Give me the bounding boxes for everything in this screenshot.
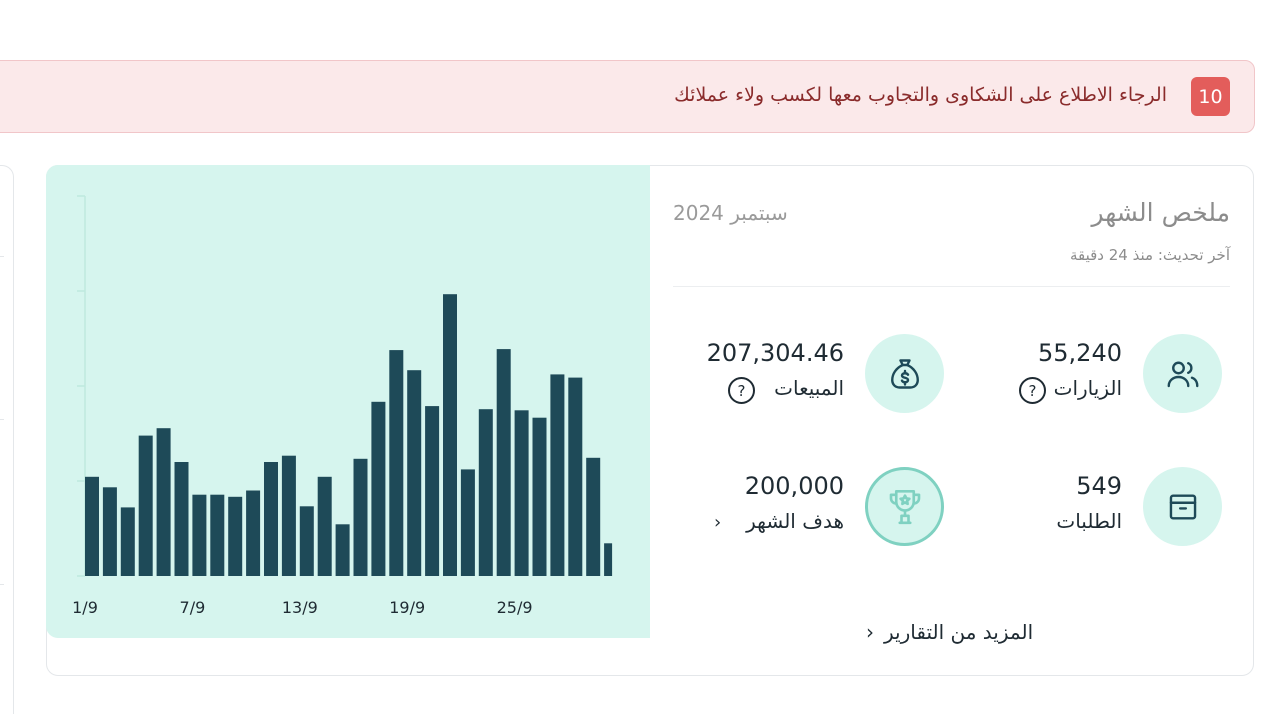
chart-bar-3-9[interactable] <box>120 507 135 576</box>
complaints-alert[interactable] <box>0 60 1255 133</box>
x-tick-label: 7/9 <box>180 598 206 617</box>
chart-bar-11-9[interactable] <box>264 462 278 576</box>
visits-value: 55,240 <box>1038 339 1122 367</box>
x-tick-label: 19/9 <box>389 598 425 617</box>
chart-bar-26-9[interactable] <box>532 417 547 576</box>
chart-bar-28-9[interactable] <box>568 377 583 576</box>
goal-label[interactable]: هدف الشهر <box>746 509 844 533</box>
chart-bar-24-9[interactable] <box>496 349 511 576</box>
chart-bar-10-9[interactable] <box>246 490 261 577</box>
more-reports-link[interactable]: › المزيد من التقارير <box>866 620 1033 644</box>
chart-bar-4-9[interactable] <box>138 435 153 576</box>
x-tick-label: 25/9 <box>497 598 533 617</box>
complaints-count-badge: 10 <box>1191 77 1230 116</box>
chart-bar-18-9[interactable] <box>389 350 404 576</box>
chart-bar-29-9[interactable] <box>586 457 601 576</box>
divider <box>673 286 1230 287</box>
chart-bar-21-9[interactable] <box>443 294 457 576</box>
chart-bar-14-9[interactable] <box>317 476 332 576</box>
users-icon <box>1143 334 1222 413</box>
sales-value: 207,304.46 <box>706 339 844 367</box>
chart-bar-13-9[interactable] <box>299 506 314 576</box>
chart-bar-8-9[interactable] <box>210 494 225 576</box>
chart-bar-19-9[interactable] <box>407 370 422 576</box>
chart-bar-5-9[interactable] <box>156 428 171 576</box>
chart-bar-6-9[interactable] <box>174 462 189 576</box>
money-bag-icon <box>865 334 944 413</box>
orders-label: الطلبات <box>1056 509 1122 533</box>
box-icon <box>1143 467 1222 546</box>
chart-bar-23-9[interactable] <box>478 409 493 576</box>
chart-bar-27-9[interactable] <box>550 374 565 576</box>
chart-bar-12-9[interactable] <box>281 455 296 576</box>
chart-bar-16-9[interactable] <box>353 458 368 576</box>
alert-message[interactable]: الرجاء الاطلاع على الشكاوى والتجاوب معها… <box>674 84 1167 106</box>
chart-bar-2-9[interactable] <box>102 487 117 576</box>
last-updated: آخر تحديث: منذ 24 دقيقة <box>1069 246 1230 264</box>
chart-bar-1-9[interactable] <box>85 476 99 576</box>
chevron-icon: › <box>866 620 874 644</box>
chart-bar-20-9[interactable] <box>425 406 440 576</box>
goal-chevron-icon[interactable]: › <box>714 512 722 533</box>
daily-sales-bar-chart: 1/9 7/9 13/9 19/9 25/9 <box>72 195 613 617</box>
goal-value: 200,000 <box>744 472 844 500</box>
chart-bar-9-9[interactable] <box>228 496 243 576</box>
more-reports-label: المزيد من التقارير <box>884 620 1034 644</box>
visits-label: الزيارات <box>1053 376 1122 400</box>
x-tick-label: 13/9 <box>282 598 318 617</box>
chart-bar-30-9[interactable] <box>604 543 613 576</box>
summary-month: سبتمبر 2024 <box>673 201 788 225</box>
chart-bar-7-9[interactable] <box>192 494 207 576</box>
summary-title: ملخص الشهر <box>1091 198 1230 227</box>
visits-help-icon[interactable]: ? <box>1019 377 1046 404</box>
sales-help-icon[interactable]: ? <box>728 377 755 404</box>
chart-bar-22-9[interactable] <box>460 469 475 576</box>
trophy-icon <box>865 467 944 546</box>
adjacent-card-edge <box>0 165 14 714</box>
chart-bar-25-9[interactable] <box>514 410 529 576</box>
sales-label: المبيعات <box>774 376 844 400</box>
chart-bar-17-9[interactable] <box>371 401 386 576</box>
orders-value: 549 <box>1076 472 1122 500</box>
x-tick-label: 1/9 <box>72 598 98 617</box>
chart-bar-15-9[interactable] <box>335 524 350 576</box>
